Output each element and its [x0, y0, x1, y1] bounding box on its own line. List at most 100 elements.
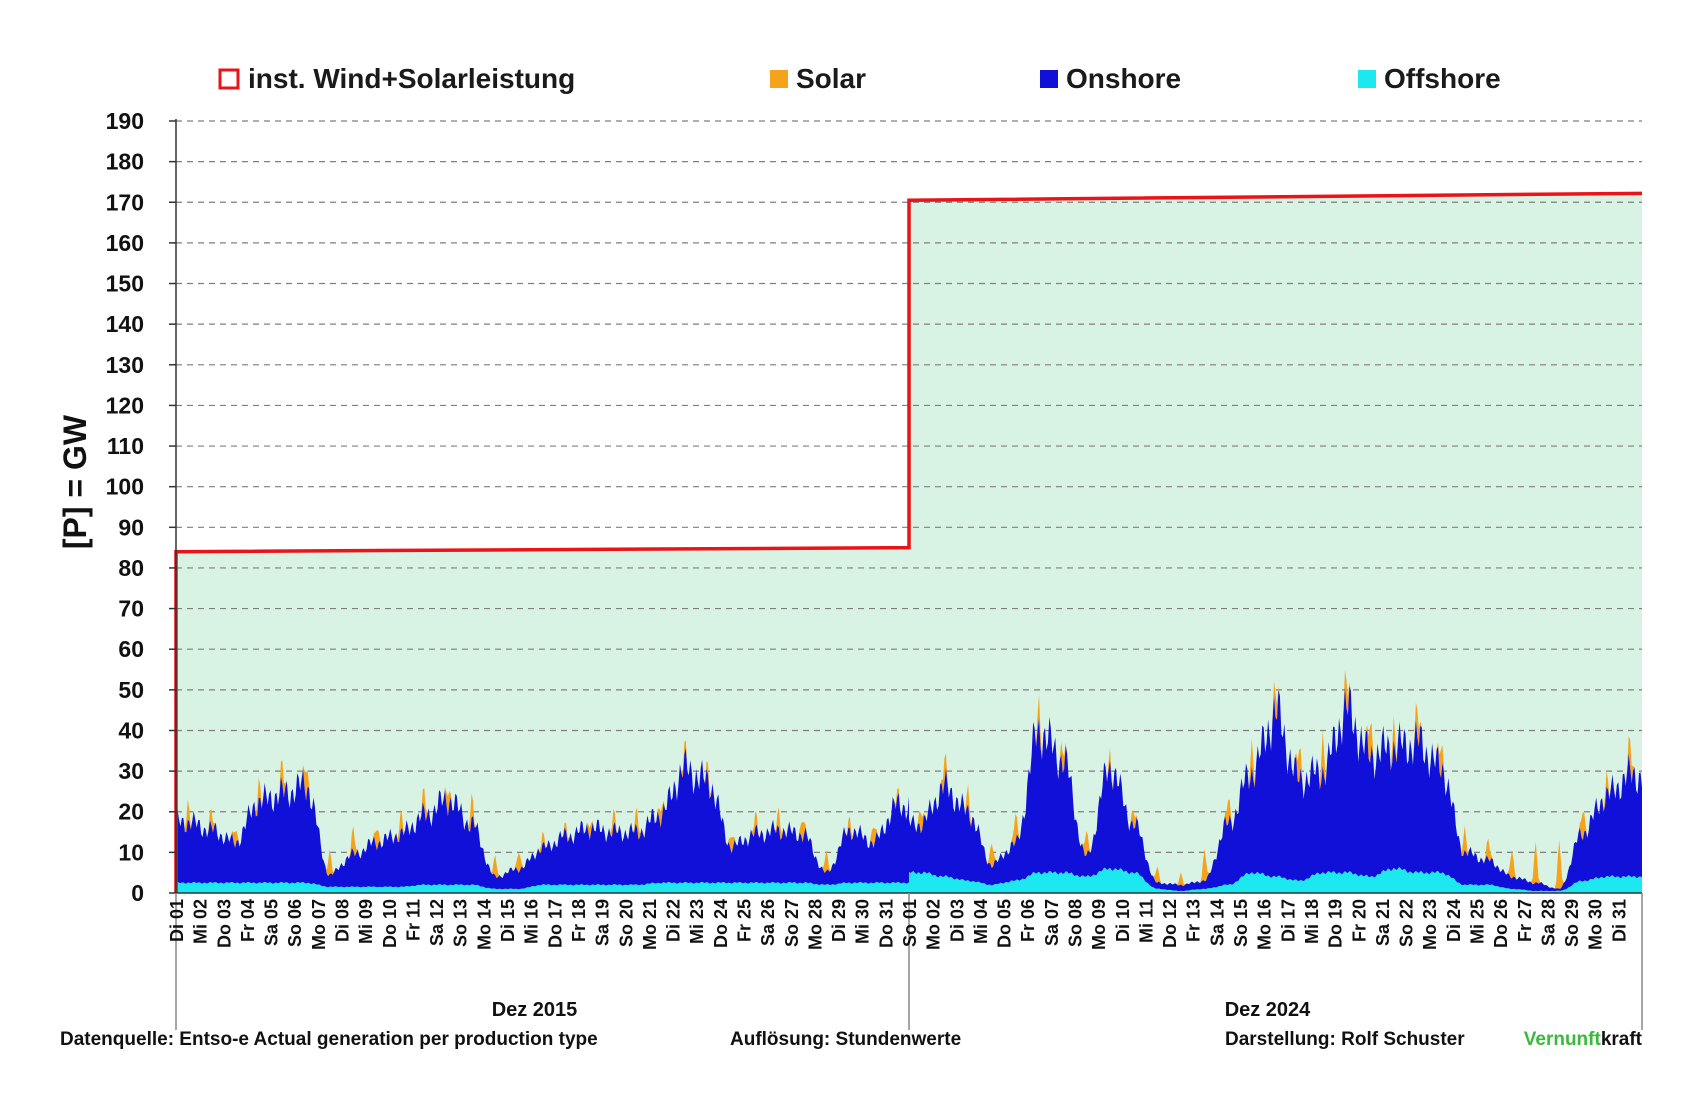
y-tick-label-140: 140 — [106, 311, 144, 337]
y-tick-label-110: 110 — [107, 433, 144, 459]
axes-layer — [169, 119, 1643, 1030]
onshore-area-0 — [176, 747, 909, 890]
x-tick-label-1-19: Fr 20 — [1349, 899, 1369, 942]
legend-offshore-label: Offshore — [1384, 63, 1501, 94]
x-tick-label-0-8: Mi 09 — [356, 899, 376, 944]
x-tick-label-0-23: Do 24 — [711, 899, 731, 948]
x-tick-label-0-6: Mo 07 — [309, 899, 329, 950]
y-tick-label-180: 180 — [106, 149, 144, 175]
x-tick-label-0-2: Do 03 — [214, 899, 234, 948]
onshore-area-1 — [909, 686, 1642, 892]
x-tick-labels: Di 01 Mi 02 Do 03 Fr 04 Sa 05 So 06 Mo 07 Di 08… — [167, 899, 1629, 950]
y-tick-label-50: 50 — [118, 677, 144, 703]
x-tick-label-1-3: Mi 04 — [971, 899, 991, 944]
y-tick-label-10: 10 — [118, 839, 144, 865]
legend: inst. Wind+Solarleistung Solar Onshore O… — [218, 63, 1501, 94]
x-tick-label-0-26: So 27 — [782, 899, 802, 947]
x-tick-label-1-7: So 08 — [1066, 899, 1086, 947]
x-tick-label-0-1: Mi 02 — [191, 899, 211, 944]
y-tick-label-190: 190 — [106, 108, 144, 134]
x-tick-label-0-11: Sa 12 — [427, 899, 447, 946]
y-tick-label-90: 90 — [118, 514, 144, 540]
legend-capacity-swatch — [218, 68, 240, 90]
x-tick-label-0-25: Sa 26 — [758, 899, 778, 946]
x-tick-label-0-30: Do 31 — [876, 899, 896, 948]
x-tick-label-0-12: So 13 — [451, 899, 471, 947]
x-tick-label-1-10: Mi 11 — [1137, 899, 1157, 943]
x-tick-label-0-15: Mi 16 — [522, 899, 542, 944]
footer-author: Darstellung: Rolf Schuster — [1225, 1029, 1465, 1050]
x-tick-label-0-10: Fr 11 — [404, 899, 424, 941]
y-tick-label-30: 30 — [118, 758, 144, 784]
y-tick-label-60: 60 — [118, 636, 144, 662]
y-tick-label-130: 130 — [106, 352, 144, 378]
x-tick-label-0-3: Fr 04 — [238, 899, 258, 942]
x-tick-label-1-6: Sa 07 — [1042, 899, 1062, 946]
y-tick-label-160: 160 — [106, 230, 144, 256]
legend-onshore-label: Onshore — [1066, 63, 1181, 94]
x-tick-label-0-28: Di 29 — [829, 899, 849, 942]
legend-solar-swatch — [770, 70, 788, 88]
y-axis-label: [P] = GW — [57, 414, 93, 549]
x-tick-label-1-4: Do 05 — [995, 899, 1015, 948]
series-layer — [176, 669, 1642, 893]
y-tick-label-120: 120 — [106, 392, 144, 418]
legend-solar-label: Solar — [796, 63, 866, 94]
x-tick-label-1-27: Sa 28 — [1538, 899, 1558, 946]
capacity-fill-0 — [176, 547, 909, 893]
x-tick-label-0-19: So 20 — [616, 899, 636, 947]
capacity-fill-1 — [909, 193, 1642, 893]
y-tick-labels: 0 10 20 30 40 50 60 70 80 90 100 110 120 130 140 150 160… — [106, 108, 144, 906]
x-tick-label-1-12: Fr 13 — [1184, 899, 1204, 942]
x-tick-label-0-5: So 06 — [285, 899, 305, 947]
x-tick-label-1-5: Fr 06 — [1018, 899, 1038, 942]
y-tick-label-150: 150 — [106, 271, 144, 297]
x-tick-label-0-24: Fr 25 — [735, 899, 755, 942]
x-tick-label-0-4: Sa 05 — [262, 899, 282, 946]
group-label-dez-2024: Dez 2024 — [1225, 999, 1311, 1021]
x-tick-label-0-18: Sa 19 — [593, 899, 613, 946]
x-tick-label-1-15: Mo 16 — [1255, 899, 1275, 950]
x-tick-label-1-21: So 22 — [1397, 899, 1417, 947]
footer-source: Datenquelle: Entso-e Actual generation p… — [60, 1029, 598, 1050]
footer-brand-part1: Vernunft — [1524, 1029, 1602, 1050]
y-tick-label-40: 40 — [118, 717, 144, 743]
footer-resolution: Auflösung: Stundenwerte — [730, 1029, 961, 1050]
x-tick-label-1-0: So 01 — [900, 899, 920, 947]
footer-brand: Vernunftkraft — [1524, 1029, 1643, 1050]
offshore-area-0 — [176, 881, 909, 893]
group-label-dez-2015: Dez 2015 — [492, 999, 578, 1021]
x-tick-label-1-29: Mo 30 — [1586, 899, 1606, 950]
y-tick-label-20: 20 — [118, 799, 144, 825]
x-tick-label-1-20: Sa 21 — [1373, 899, 1393, 946]
y-tick-label-100: 100 — [106, 474, 144, 500]
x-tick-label-0-29: Mi 30 — [853, 899, 873, 944]
x-tick-label-1-8: Mo 09 — [1089, 899, 1109, 950]
x-tick-label-0-21: Di 22 — [664, 899, 684, 942]
x-tick-label-1-23: Di 24 — [1444, 899, 1464, 942]
x-tick-label-1-30: Di 31 — [1609, 899, 1629, 942]
x-tick-label-1-26: Fr 27 — [1515, 899, 1535, 942]
footer-brand-part2: kraft — [1601, 1029, 1643, 1050]
x-tick-label-1-28: So 29 — [1562, 899, 1582, 947]
x-tick-label-0-27: Mo 28 — [805, 899, 825, 950]
capacity-fill-layer — [176, 193, 1642, 893]
x-tick-label-0-13: Mo 14 — [474, 899, 494, 950]
x-tick-label-1-9: Di 10 — [1113, 899, 1133, 942]
x-tick-label-1-24: Mi 25 — [1468, 899, 1488, 944]
x-tick-label-1-1: Mo 02 — [924, 899, 944, 950]
x-tick-label-1-22: Mo 23 — [1420, 899, 1440, 950]
legend-offshore-swatch — [1358, 70, 1376, 88]
footer: Datenquelle: Entso-e Actual generation p… — [60, 1029, 1643, 1050]
x-tick-label-1-14: So 15 — [1231, 899, 1251, 947]
legend-capacity-label: inst. Wind+Solarleistung — [248, 63, 575, 94]
y-tick-label-170: 170 — [106, 189, 144, 215]
x-tick-label-0-17: Fr 18 — [569, 899, 589, 942]
y-tick-label-70: 70 — [118, 596, 144, 622]
x-tick-label-1-16: Di 17 — [1278, 899, 1298, 942]
x-tick-label-0-7: Di 08 — [333, 899, 353, 942]
x-tick-label-0-20: Mo 21 — [640, 899, 660, 950]
x-tick-label-0-0: Di 01 — [167, 899, 187, 942]
